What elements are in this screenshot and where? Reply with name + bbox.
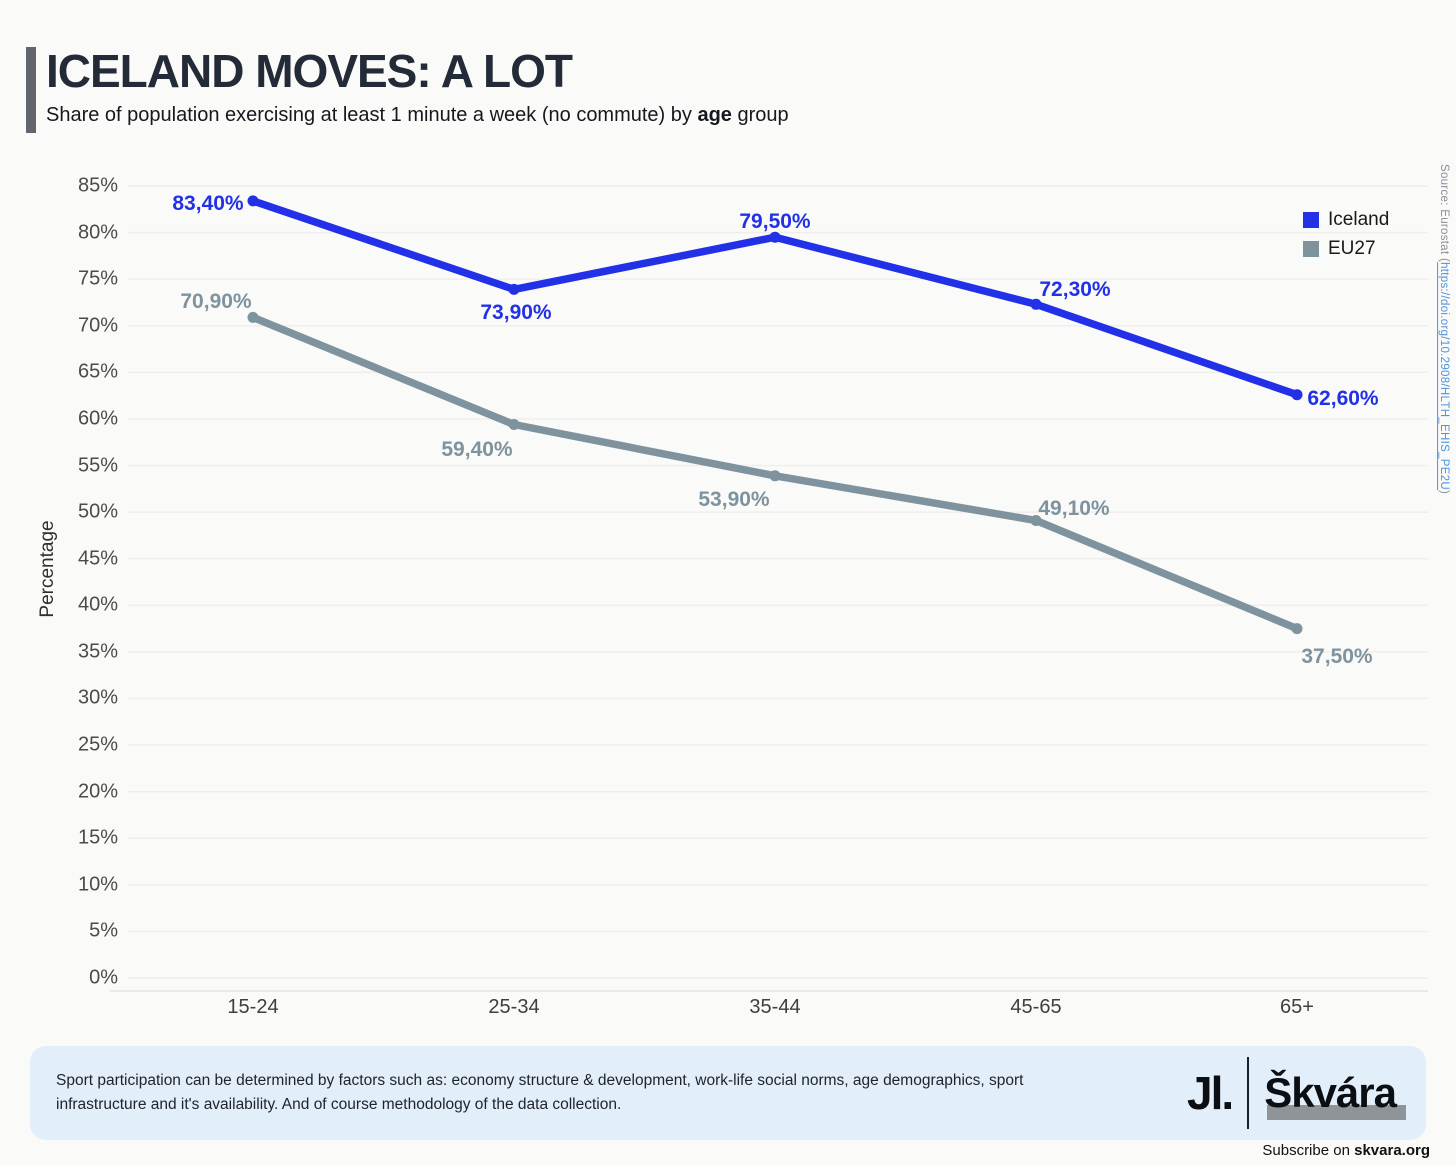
data-value-label: 72,30% (1039, 278, 1111, 302)
footer-note: Sport participation can be determined by… (56, 1071, 1024, 1113)
y-tick-label: 25% (77, 733, 118, 756)
subtitle-bold-word: age (697, 104, 732, 126)
footer-box: Sport participation can be determined by… (30, 1046, 1426, 1140)
source-prefix: Source: Eurostat ( (1438, 164, 1450, 263)
y-tick-label: 75% (77, 267, 118, 290)
legend-label: Iceland (1328, 209, 1390, 230)
page-title: ICELAND MOVES: A LOT (46, 45, 573, 97)
legend-swatch-icon (1303, 241, 1319, 257)
data-point (247, 311, 259, 323)
source-link[interactable]: https://doi.org/10.2908/HLTH_EHIS_PE2U (1438, 262, 1450, 490)
data-value-label: 53,90% (698, 487, 770, 511)
page-subtitle: Share of population exercising at least … (46, 104, 1146, 127)
data-point (1291, 389, 1303, 401)
data-point (1030, 515, 1042, 526)
data-point (1291, 623, 1303, 635)
legend-item-iceland: Iceland (1303, 209, 1389, 231)
y-axis-title: Percentage (37, 520, 58, 618)
legend-item-eu27: EU27 (1303, 238, 1389, 260)
y-tick-label: 60% (77, 407, 118, 430)
subscribe-link[interactable]: skvara.org (1354, 1142, 1430, 1159)
y-tick-label: 50% (77, 500, 118, 523)
y-tick-label: 55% (77, 454, 118, 477)
legend-swatch-icon (1303, 212, 1319, 228)
y-tick-label: 40% (77, 593, 118, 616)
x-tick-label: 35-44 (749, 996, 801, 1018)
subscribe-note: Subscribe on skvara.org (1262, 1142, 1430, 1159)
data-value-label: 79,50% (739, 210, 811, 234)
source-note: Source: Eurostat (https://doi.org/10.290… (1438, 164, 1450, 824)
data-value-label: 62,60% (1307, 386, 1379, 410)
x-tick-label: 45-65 (1010, 996, 1062, 1018)
data-value-label: 73,90% (480, 301, 552, 325)
data-value-label: 59,40% (441, 437, 513, 461)
subtitle-text: Share of population exercising at least … (46, 104, 698, 126)
y-tick-label: 20% (77, 780, 118, 803)
title-accent-bar (26, 47, 36, 133)
y-tick-label: 5% (89, 919, 118, 942)
y-tick-label: 80% (77, 221, 118, 244)
data-point (247, 195, 259, 207)
data-point (1030, 298, 1042, 310)
data-point (769, 470, 781, 482)
legend-label: EU27 (1328, 238, 1376, 259)
logo-divider (1247, 1057, 1250, 1129)
x-tick-label: 15-24 (227, 996, 279, 1018)
data-value-label: 70,90% (180, 290, 252, 314)
subtitle-text-end: group (731, 104, 789, 126)
y-tick-label: 10% (77, 873, 118, 896)
data-value-label: 37,50% (1301, 644, 1373, 668)
y-tick-label: 30% (77, 686, 118, 709)
y-tick-label: 45% (77, 547, 118, 570)
data-point (508, 283, 520, 295)
logo-wordmark: Škvára (1264, 1069, 1406, 1120)
data-point (508, 419, 520, 430)
logo-monogram: Jl. (1187, 1067, 1234, 1119)
brand-logo: Jl. Škvára (1187, 1057, 1406, 1129)
y-tick-label: 0% (89, 966, 118, 989)
data-point (769, 231, 781, 243)
x-tick-label: 65+ (1280, 996, 1314, 1018)
y-tick-label: 35% (77, 640, 118, 663)
y-tick-label: 65% (77, 360, 118, 383)
y-tick-label: 15% (77, 826, 118, 849)
source-suffix: ) (1438, 489, 1450, 495)
y-tick-label: 85% (77, 174, 118, 197)
x-tick-label: 25-34 (488, 996, 540, 1018)
data-value-label: 49,10% (1038, 496, 1110, 520)
subscribe-text: Subscribe on (1262, 1142, 1355, 1159)
chart-legend: Iceland EU27 (1303, 209, 1389, 260)
y-tick-label: 70% (77, 314, 118, 337)
data-value-label: 83,40% (172, 191, 244, 215)
